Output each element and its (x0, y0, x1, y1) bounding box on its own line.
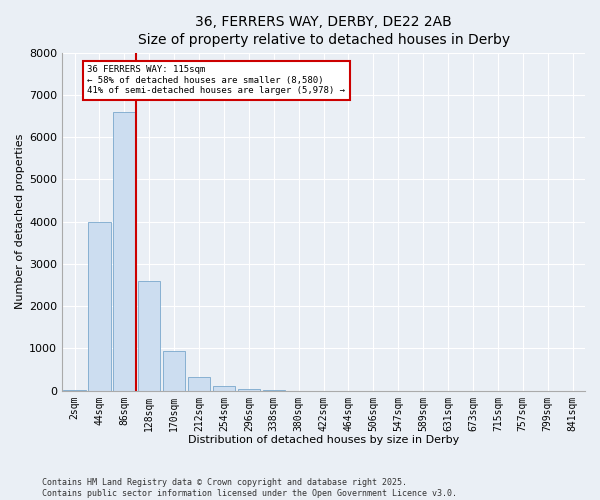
Bar (163, 350, 185, 391)
X-axis label: Distribution of detached houses by size in Derby: Distribution of detached houses by size … (188, 435, 459, 445)
Title: 36, FERRERS WAY, DERBY, DE22 2AB
Size of property relative to detached houses in: 36, FERRERS WAY, DERBY, DE22 2AB Size of… (137, 15, 509, 48)
Text: Contains HM Land Registry data © Crown copyright and database right 2025.
Contai: Contains HM Land Registry data © Crown c… (42, 478, 457, 498)
Bar (213, 386, 235, 390)
Bar (188, 377, 210, 390)
Bar (238, 388, 260, 390)
Bar (113, 112, 136, 390)
Y-axis label: Number of detached properties: Number of detached properties (15, 134, 25, 310)
Bar (138, 281, 160, 390)
Bar (88, 222, 111, 390)
Text: 36 FERRERS WAY: 115sqm
← 58% of detached houses are smaller (8,580)
41% of semi-: 36 FERRERS WAY: 115sqm ← 58% of detached… (87, 66, 345, 95)
